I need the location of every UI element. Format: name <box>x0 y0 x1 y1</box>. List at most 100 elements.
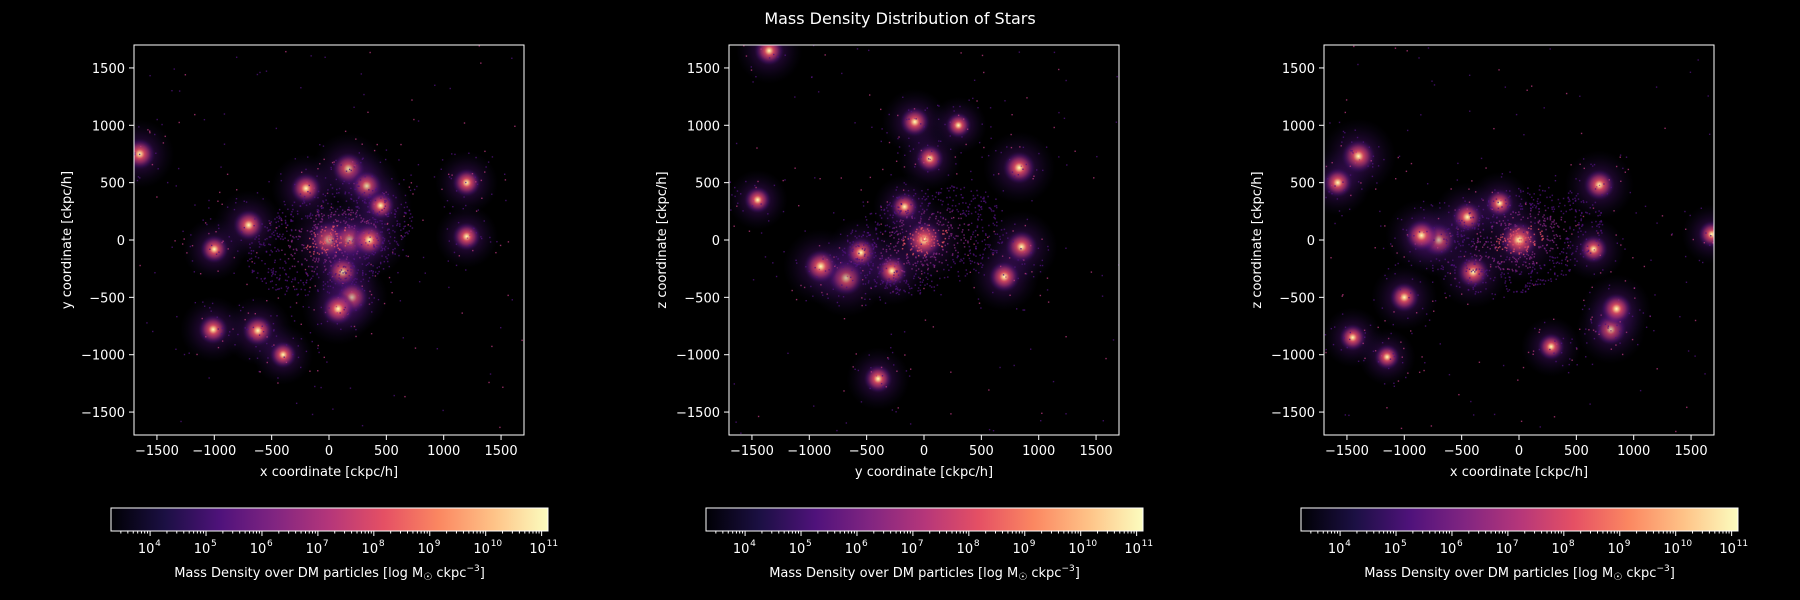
pixel <box>1477 291 1480 294</box>
pixel <box>948 226 950 229</box>
pixel <box>1601 223 1604 226</box>
pixel <box>1529 215 1532 218</box>
pixel <box>972 253 975 255</box>
pixel <box>279 216 281 219</box>
pixel <box>386 260 389 263</box>
pixel <box>914 262 916 264</box>
pixel <box>254 312 257 315</box>
clump <box>945 112 972 139</box>
pixel <box>992 252 995 254</box>
pixel <box>336 235 338 238</box>
pixel <box>1527 246 1530 248</box>
pixel <box>1552 206 1555 208</box>
pixel <box>323 265 326 268</box>
pixel <box>327 214 330 217</box>
pixel <box>946 243 949 245</box>
pixel <box>999 235 1001 238</box>
pixel <box>458 255 461 257</box>
pixel <box>368 231 371 233</box>
pixel <box>1423 369 1425 372</box>
pixel <box>1530 225 1532 227</box>
pixel <box>1589 291 1591 294</box>
pixel <box>471 172 474 175</box>
pixel <box>304 294 307 297</box>
pixel <box>860 401 863 403</box>
colorbar-tick-exponent: 11 <box>547 539 558 549</box>
pixel <box>308 184 310 187</box>
pixel <box>727 181 728 182</box>
pixel <box>1702 261 1704 264</box>
pixel <box>1584 333 1586 335</box>
pixel <box>1597 232 1599 234</box>
pixel <box>893 205 896 208</box>
pixel <box>339 221 342 224</box>
colorbar-tick-label: 10 <box>1496 542 1513 557</box>
pixel <box>1537 228 1540 231</box>
pixel <box>1530 209 1532 212</box>
pixel <box>961 231 963 233</box>
pixel <box>1585 328 1587 330</box>
pixel <box>1330 327 1333 330</box>
pixel <box>1477 228 1480 230</box>
pixel <box>889 283 891 286</box>
pixel <box>1562 251 1565 254</box>
pixel <box>1020 165 1023 167</box>
pixel <box>1703 242 1706 244</box>
panel-x-y: −1500 −1000 −500 0 500 1000 1500−1500−1000−500… <box>60 44 558 583</box>
pixel <box>814 266 816 269</box>
pixel <box>936 270 938 272</box>
pixel <box>324 194 327 197</box>
pixel <box>227 248 229 250</box>
pixel <box>962 257 965 260</box>
pixel <box>395 196 397 199</box>
pixel <box>1639 389 1642 392</box>
pixel <box>1343 189 1346 191</box>
pixel <box>363 201 366 204</box>
pixel <box>917 236 920 238</box>
pixel <box>1514 225 1517 228</box>
pixel <box>1393 311 1395 313</box>
pixel <box>942 217 944 220</box>
pixel <box>239 309 242 312</box>
pixel <box>1478 259 1481 261</box>
pixel <box>1453 265 1455 267</box>
pixel <box>279 233 281 236</box>
pixel <box>1582 256 1585 258</box>
pixel <box>989 207 991 209</box>
pixel <box>1569 358 1571 360</box>
pixel <box>289 234 292 237</box>
pixel <box>977 218 979 220</box>
pixel <box>344 226 347 229</box>
pixel <box>1479 231 1482 234</box>
pixel <box>372 239 375 241</box>
pixel <box>1504 280 1507 282</box>
pixel <box>923 210 926 212</box>
pixel <box>1343 337 1345 339</box>
pixel <box>433 176 436 178</box>
pixel <box>1425 313 1428 315</box>
pixel <box>1495 235 1497 238</box>
pixel <box>834 265 836 268</box>
pixel <box>1453 240 1456 242</box>
pixel <box>252 250 255 252</box>
pixel <box>284 215 287 218</box>
x-tick-label: 0 <box>325 444 333 459</box>
pixel <box>921 281 924 283</box>
pixel <box>927 171 929 173</box>
pixel <box>317 347 319 350</box>
pixel <box>1509 257 1511 259</box>
pixel <box>1517 236 1519 238</box>
pixel <box>888 245 890 248</box>
pixel <box>219 191 221 194</box>
pixel <box>1465 270 1468 273</box>
pixel <box>993 224 996 226</box>
pixel <box>322 271 325 273</box>
pixel <box>400 203 402 206</box>
pixel <box>1328 191 1330 193</box>
pixel <box>264 238 266 241</box>
pixel <box>895 226 898 229</box>
colorbar-tick-exponent: 11 <box>1142 539 1153 549</box>
pixel <box>912 194 915 197</box>
pixel <box>863 255 866 257</box>
pixel <box>1730 260 1731 261</box>
